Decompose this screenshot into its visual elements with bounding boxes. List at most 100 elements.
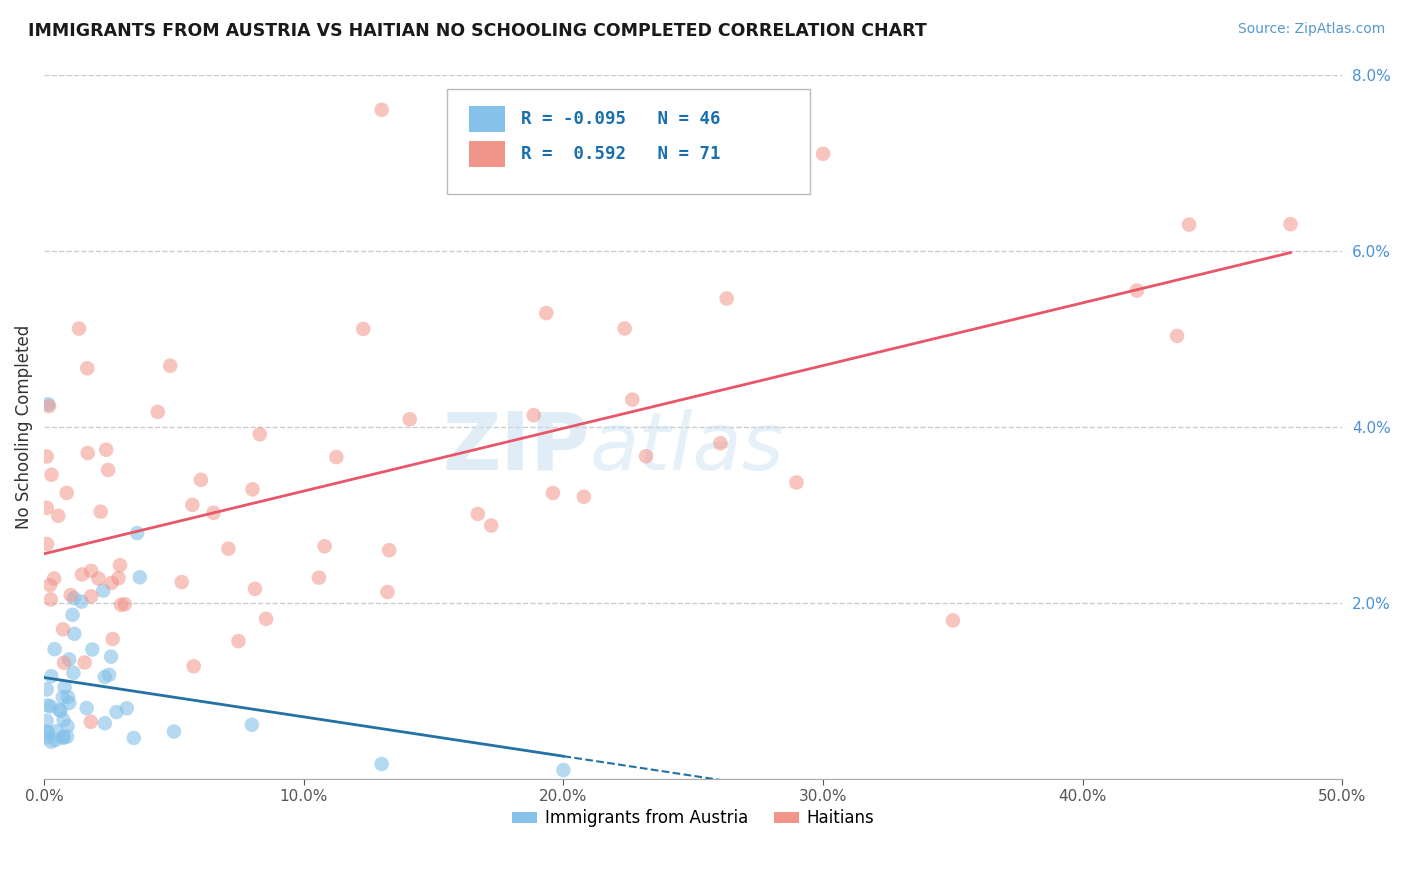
FancyBboxPatch shape	[468, 141, 505, 167]
Point	[80, 590, 103, 604]
Point	[107, 571, 129, 585]
Point	[541, 486, 564, 500]
Point	[146, 405, 169, 419]
Point	[44, 642, 66, 657]
Point	[52, 690, 75, 705]
Point	[76, 701, 98, 715]
Point	[80, 714, 103, 729]
Legend: Immigrants from Austria, Haitians: Immigrants from Austria, Haitians	[505, 803, 882, 834]
Point	[163, 724, 186, 739]
Point	[35, 500, 58, 515]
Point	[49, 704, 72, 718]
Point	[202, 506, 225, 520]
Point	[314, 539, 336, 553]
Point	[90, 505, 112, 519]
Point	[55, 486, 77, 500]
Point	[38, 399, 60, 413]
Point	[53, 680, 76, 694]
Point	[56, 719, 79, 733]
Point	[1166, 329, 1188, 343]
Point	[94, 670, 117, 684]
Point	[37, 725, 59, 739]
Text: Source: ZipAtlas.com: Source: ZipAtlas.com	[1237, 22, 1385, 37]
Point	[94, 442, 117, 457]
Point	[59, 588, 82, 602]
Point	[35, 731, 58, 745]
Point	[35, 450, 58, 464]
Point	[41, 467, 63, 482]
Point	[254, 612, 277, 626]
Point	[811, 146, 834, 161]
Point	[308, 571, 330, 585]
Point	[572, 490, 595, 504]
Point	[46, 508, 69, 523]
Point	[100, 649, 122, 664]
Point	[52, 731, 75, 745]
Point	[98, 668, 121, 682]
Point	[378, 543, 401, 558]
Point	[67, 321, 90, 335]
Point	[58, 652, 80, 666]
Point	[73, 656, 96, 670]
Point	[45, 724, 67, 739]
Point	[613, 321, 636, 335]
Point	[242, 483, 264, 497]
Text: atlas: atlas	[589, 409, 785, 487]
Point	[42, 572, 65, 586]
Point	[101, 632, 124, 646]
Point	[249, 427, 271, 442]
Point	[105, 705, 128, 719]
Point	[39, 592, 62, 607]
Text: IMMIGRANTS FROM AUSTRIA VS HAITIAN NO SCHOOLING COMPLETED CORRELATION CHART: IMMIGRANTS FROM AUSTRIA VS HAITIAN NO SC…	[28, 22, 927, 40]
Point	[52, 730, 75, 744]
Point	[80, 564, 103, 578]
Point	[536, 306, 558, 320]
Point	[467, 507, 489, 521]
Point	[114, 597, 136, 611]
Point	[70, 595, 93, 609]
Point	[217, 541, 239, 556]
Point	[122, 731, 145, 745]
Point	[523, 408, 546, 422]
Point	[243, 582, 266, 596]
Point	[634, 450, 657, 464]
Text: R = -0.095   N = 46: R = -0.095 N = 46	[520, 110, 720, 128]
Point	[39, 669, 62, 683]
Point	[62, 607, 84, 622]
Point	[159, 359, 181, 373]
Point	[370, 757, 392, 772]
Point	[94, 716, 117, 731]
Point	[128, 570, 150, 584]
Point	[181, 498, 204, 512]
Point	[35, 714, 58, 728]
Point	[115, 701, 138, 715]
Point	[1178, 218, 1201, 232]
Point	[63, 627, 86, 641]
Point	[709, 436, 731, 450]
Point	[240, 717, 263, 731]
Point	[37, 698, 59, 713]
Point	[91, 583, 114, 598]
Point	[190, 473, 212, 487]
Point	[228, 634, 250, 648]
Point	[398, 412, 420, 426]
Point	[48, 703, 70, 717]
Point	[52, 713, 75, 727]
Point	[110, 598, 132, 612]
Point	[35, 724, 58, 739]
Point	[108, 558, 131, 573]
Point	[97, 463, 120, 477]
Point	[39, 699, 62, 714]
Point	[56, 690, 79, 704]
Point	[39, 734, 62, 748]
Point	[479, 518, 502, 533]
Point	[87, 572, 110, 586]
Point	[170, 575, 193, 590]
Point	[45, 733, 67, 747]
Point	[942, 614, 965, 628]
Point	[53, 656, 76, 670]
FancyBboxPatch shape	[468, 106, 505, 132]
Point	[183, 659, 205, 673]
Point	[716, 292, 738, 306]
Point	[377, 585, 399, 599]
